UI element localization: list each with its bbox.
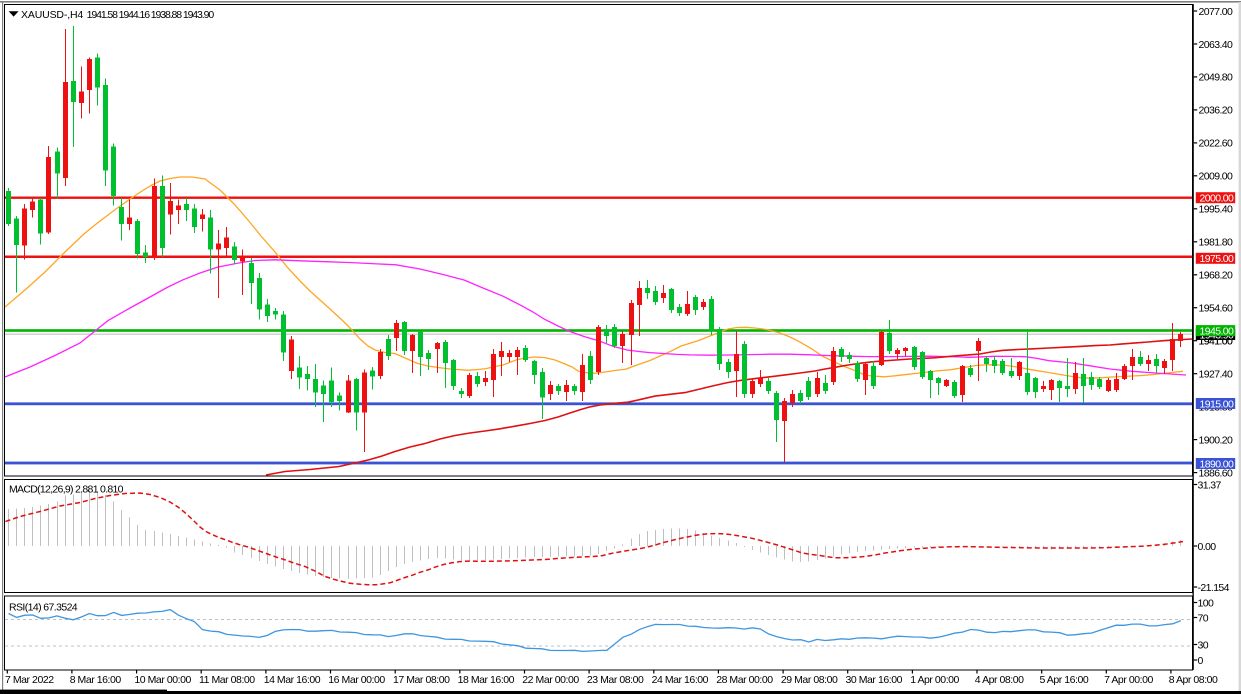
svg-text:31.37: 31.37 bbox=[1198, 479, 1222, 491]
svg-text:10 Mar 00:00: 10 Mar 00:00 bbox=[134, 674, 191, 686]
svg-text:2022.60: 2022.60 bbox=[1199, 138, 1234, 150]
svg-text:28 Mar 00:00: 28 Mar 00:00 bbox=[716, 674, 773, 686]
svg-text:17 Mar 08:00: 17 Mar 08:00 bbox=[393, 674, 450, 686]
svg-text:0.00: 0.00 bbox=[1198, 541, 1217, 553]
svg-text:2049.80: 2049.80 bbox=[1199, 72, 1234, 84]
svg-text:14 Mar 16:00: 14 Mar 16:00 bbox=[264, 674, 321, 686]
svg-text:29 Mar 08:00: 29 Mar 08:00 bbox=[781, 674, 838, 686]
svg-text:1890.00: 1890.00 bbox=[1200, 458, 1235, 470]
svg-text:23 Mar 08:00: 23 Mar 08:00 bbox=[587, 674, 644, 686]
svg-text:1975.00: 1975.00 bbox=[1200, 253, 1235, 265]
svg-text:30: 30 bbox=[1198, 639, 1209, 651]
svg-text:18 Mar 16:00: 18 Mar 16:00 bbox=[458, 674, 515, 686]
svg-text:5 Apr 16:00: 5 Apr 16:00 bbox=[1040, 674, 1089, 686]
svg-text:2036.20: 2036.20 bbox=[1199, 105, 1234, 117]
svg-text:MACD(12,26,9) 2.881 0.810: MACD(12,26,9) 2.881 0.810 bbox=[9, 483, 124, 495]
svg-text:1995.40: 1995.40 bbox=[1199, 204, 1234, 216]
svg-text:100: 100 bbox=[1198, 597, 1214, 609]
svg-text:1900.20: 1900.20 bbox=[1199, 434, 1234, 446]
svg-text:22 Mar 00:00: 22 Mar 00:00 bbox=[522, 674, 579, 686]
svg-text:2063.40: 2063.40 bbox=[1199, 39, 1234, 51]
svg-text:30 Mar 16:00: 30 Mar 16:00 bbox=[846, 674, 903, 686]
svg-text:1886.60: 1886.60 bbox=[1199, 467, 1234, 479]
svg-text:1927.40: 1927.40 bbox=[1199, 369, 1234, 381]
svg-text:24 Mar 16:00: 24 Mar 16:00 bbox=[652, 674, 709, 686]
svg-text:-21.154: -21.154 bbox=[1198, 582, 1230, 594]
svg-text:RSI(14) 67.3524: RSI(14) 67.3524 bbox=[9, 601, 78, 613]
svg-text:16 Mar 00:00: 16 Mar 00:00 bbox=[328, 674, 385, 686]
svg-text:1915.00: 1915.00 bbox=[1200, 398, 1235, 410]
svg-text:7 Mar 2022: 7 Mar 2022 bbox=[5, 674, 54, 686]
svg-text:1981.80: 1981.80 bbox=[1199, 237, 1234, 249]
svg-text:1 Apr 00:00: 1 Apr 00:00 bbox=[910, 674, 959, 686]
svg-text:0: 0 bbox=[1198, 655, 1204, 667]
svg-text:1968.20: 1968.20 bbox=[1199, 270, 1234, 282]
svg-text:7 Apr 00:00: 7 Apr 00:00 bbox=[1104, 674, 1153, 686]
svg-text:70: 70 bbox=[1198, 612, 1209, 624]
svg-text:2009.00: 2009.00 bbox=[1199, 171, 1234, 183]
svg-text:1945.00: 1945.00 bbox=[1200, 325, 1235, 337]
svg-text:4 Apr 08:00: 4 Apr 08:00 bbox=[975, 674, 1024, 686]
svg-text:8 Mar 16:00: 8 Mar 16:00 bbox=[70, 674, 122, 686]
svg-text:1954.60: 1954.60 bbox=[1199, 303, 1234, 315]
svg-text:2077.00: 2077.00 bbox=[1199, 6, 1234, 18]
svg-text:11 Mar 08:00: 11 Mar 08:00 bbox=[199, 674, 255, 686]
svg-text:2000.00: 2000.00 bbox=[1200, 193, 1235, 205]
svg-text:8 Apr 08:00: 8 Apr 08:00 bbox=[1169, 674, 1218, 686]
